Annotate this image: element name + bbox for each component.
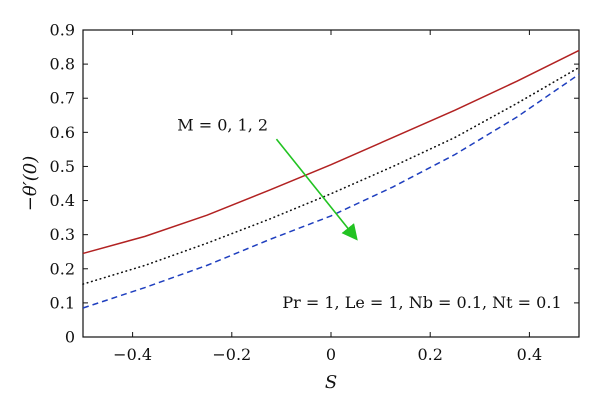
x-tick-label: 0 xyxy=(326,345,336,364)
x-tick-label: −0.2 xyxy=(212,345,251,364)
y-axis-label: −θ′(0) xyxy=(20,156,41,212)
x-tick-label: 0.4 xyxy=(517,345,542,364)
y-tick-label: 0.4 xyxy=(50,191,75,210)
tick-layer: −0.4 −0.2 0 0.2 0.4 0 0.1 0.2 0.3 0.4 0.5 0.6 0.7 0.8… xyxy=(50,21,579,364)
series-layer xyxy=(82,49,580,309)
y-tick-label: 0.9 xyxy=(50,21,75,40)
m-arrow-line xyxy=(275,138,358,241)
series-line-m2 xyxy=(82,73,580,309)
y-tick-label: 0.3 xyxy=(50,225,75,244)
x-tick-label: 0.2 xyxy=(417,345,442,364)
y-tick-label: 0.6 xyxy=(50,123,75,142)
y-tick-label: 0.8 xyxy=(50,55,75,74)
arrow-label: M = 0, 1, 2 xyxy=(177,116,268,135)
y-tick-label: 0.5 xyxy=(50,157,75,176)
series-line-m0 xyxy=(82,49,580,255)
y-tick-label: 0.2 xyxy=(50,259,75,278)
x-axis-label: S xyxy=(325,372,337,393)
plot-frame xyxy=(82,29,580,338)
x-tick-label: −0.4 xyxy=(113,345,152,364)
y-tick-label: 0.1 xyxy=(50,293,75,312)
y-tick-label: 0 xyxy=(65,328,75,347)
series-line-m1 xyxy=(82,66,580,285)
parameter-annotation: Pr = 1, Le = 1, Nb = 0.1, Nt = 0.1 xyxy=(282,293,561,312)
y-tick-label: 0.7 xyxy=(50,89,75,108)
